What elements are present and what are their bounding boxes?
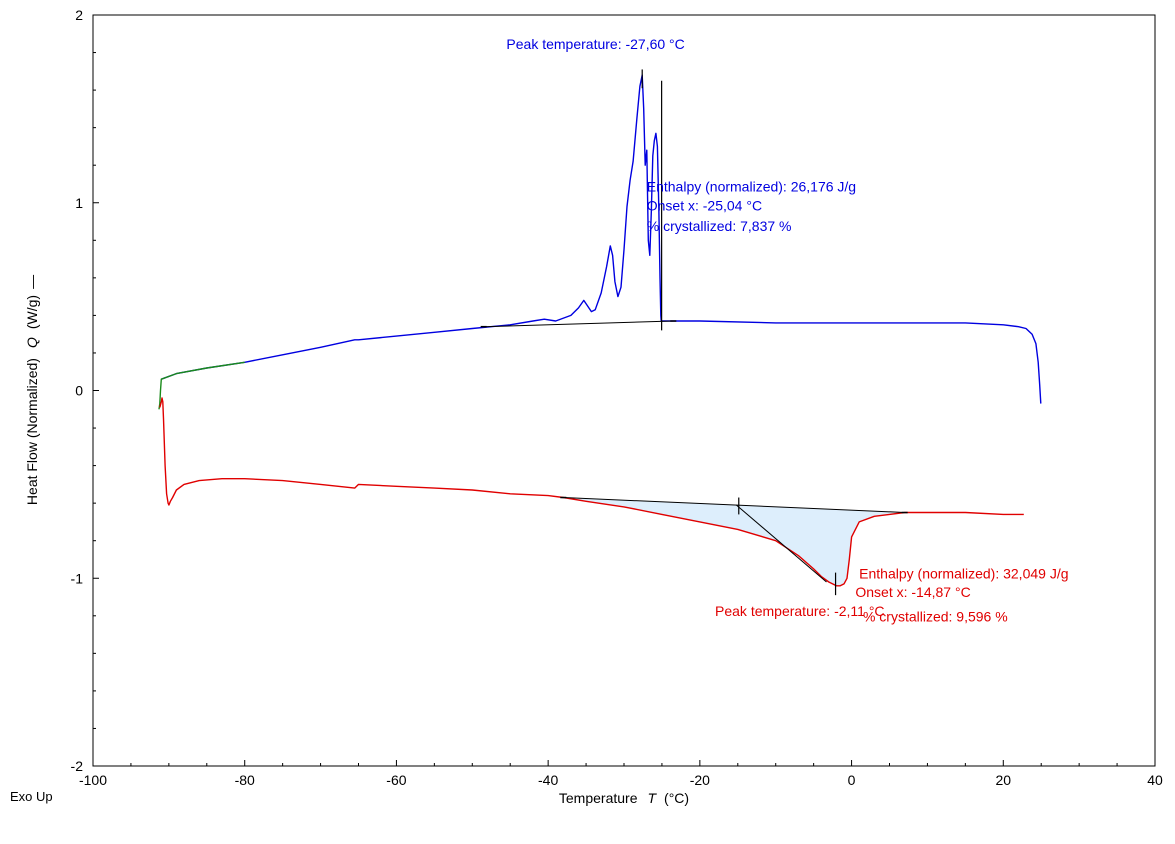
annotation-4: % crystallized: 7,837 %	[647, 218, 792, 234]
y-tick-label: 2	[75, 7, 83, 23]
annotation-3: Onset x: -25,04 °C	[647, 197, 762, 213]
annotation-7: Peak temperature: -2,11 °C	[715, 603, 885, 619]
y-axis-label-text: Heat Flow (Normalized)	[24, 358, 40, 505]
x-tick-label: -60	[386, 772, 406, 788]
series-line-1	[161, 74, 1042, 404]
y-tick-label: 1	[75, 195, 83, 211]
x-axis-label-text: Temperature	[559, 790, 638, 806]
x-tick-label: 40	[1147, 772, 1163, 788]
annotation-6: Onset x: -14,87 °C	[855, 584, 970, 600]
x-tick-label: 20	[995, 772, 1011, 788]
x-axis-label: Temperature T (°C)	[559, 790, 689, 806]
y-tick-label: -1	[71, 570, 84, 586]
y-axis-symbol: Q	[24, 337, 40, 348]
integration-shaded-area	[563, 497, 905, 586]
annotation-1: Peak temperature: -27,60 °C	[506, 36, 684, 52]
exo-up-label: Exo Up	[10, 789, 53, 804]
integration-baseline-2	[563, 497, 905, 513]
y-axis-unit: (W/g)	[24, 295, 40, 329]
x-tick-label: -20	[690, 772, 710, 788]
series-line-3	[159, 397, 1024, 587]
annotation-layer: Peak temperature: -27,60 °C Enthalpy (nor…	[506, 36, 1068, 625]
series-line-2	[158, 361, 245, 410]
shaded-area-layer	[563, 497, 905, 586]
plot-frame	[92, 14, 1156, 767]
x-tick-label: -40	[538, 772, 558, 788]
annotation-8: % crystallized: 9,596 %	[863, 608, 1008, 624]
integration-baseline-1	[483, 320, 674, 328]
x-tick-label: -80	[235, 772, 255, 788]
annotation-2: Enthalpy (normalized): 26,176 J/g	[647, 178, 856, 194]
tick-layer: -100 -80 -60 -40 -20 0 20 40 -2 -1 0 1 2	[71, 7, 1163, 788]
x-axis-unit: (°C)	[664, 790, 689, 806]
plot-area	[92, 14, 1156, 767]
x-tick-label: -100	[79, 772, 107, 788]
baseline-layer	[480, 320, 908, 583]
series-layer	[158, 74, 1042, 587]
y-tick-label: -2	[71, 758, 84, 774]
y-tick-label: 0	[75, 383, 83, 399]
y-axis-label: Heat Flow (Normalized)Q(W/g)—	[24, 275, 40, 505]
marker-layer	[641, 69, 837, 596]
x-tick-label: 0	[848, 772, 856, 788]
x-axis-symbol: T	[647, 790, 657, 806]
onset-tangent-line	[735, 504, 827, 583]
annotation-5: Enthalpy (normalized): 32,049 J/g	[859, 565, 1068, 581]
